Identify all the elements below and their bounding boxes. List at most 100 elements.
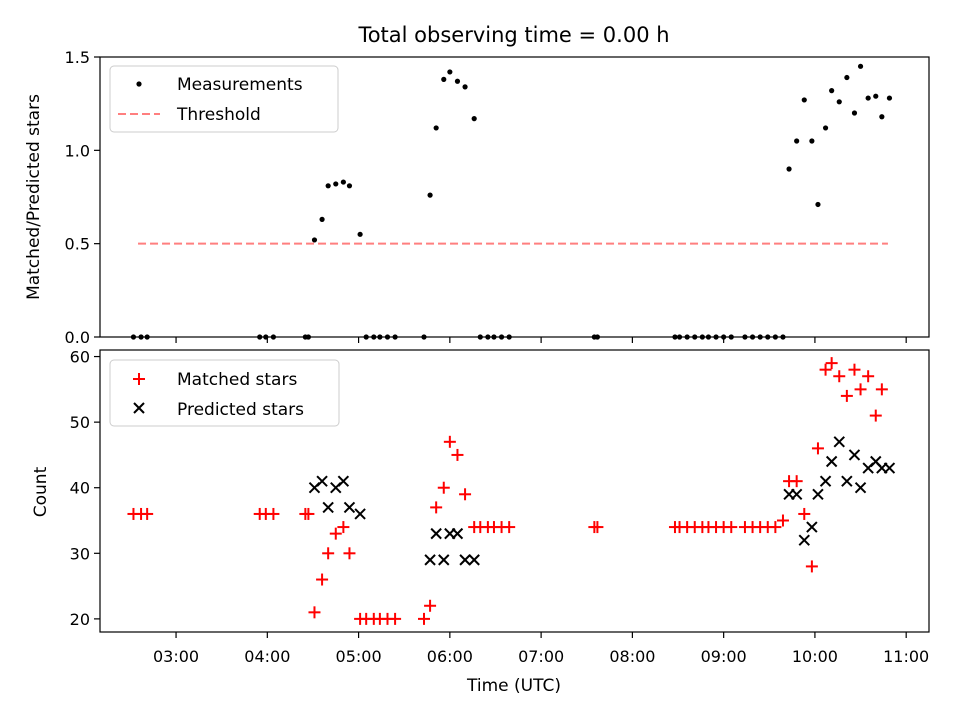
top-legend-box (109, 65, 339, 133)
measurement-point-56 (829, 88, 835, 94)
predicted-star-point-28 (883, 462, 896, 474)
legend-predicted-marker (133, 402, 145, 414)
matched-star-point-8 (308, 606, 321, 619)
x-tick-label-2: 05:00 (336, 647, 382, 666)
top-chart-title: Total observing time = 0.00 h (357, 23, 669, 47)
matched-star-point-23 (437, 481, 450, 494)
matched-star-point-60 (854, 383, 867, 396)
predicted-star-point-2 (322, 501, 334, 514)
x-tick-label-6: 09:00 (701, 647, 747, 666)
measurement-point-60 (857, 63, 864, 69)
matched-star-point-59 (848, 363, 861, 376)
matched-star-point-20 (417, 612, 430, 625)
matched-star-point-55 (819, 363, 832, 376)
matched-star-point-25 (451, 448, 464, 461)
x-tick-label-8: 11:00 (883, 647, 929, 666)
bottom-y-tick-label-0: 20 (70, 610, 90, 629)
matched-star-point-63 (875, 383, 888, 396)
predicted-star-point-22 (841, 475, 853, 487)
top-panel: 0.0 0.5 1.0 1.5 Matched/Predicted stars Mea… (24, 48, 930, 347)
matched-star-point-51 (790, 475, 803, 488)
measurement-point-14 (357, 231, 363, 237)
predicted-star-point-24 (854, 482, 867, 494)
matched-star-point-57 (833, 370, 846, 383)
top-y-tick-label-3: 1.5 (65, 48, 90, 67)
measurement-point-10 (325, 183, 331, 189)
matched-star-point-52 (798, 507, 811, 520)
matched-star-point-22 (430, 501, 443, 514)
bottom-panel: 20 30 40 50 60 03:00 04:00 05:00 06:00 07:00 08:0… (31, 348, 930, 696)
legend-matched-label: Matched stars (177, 370, 297, 390)
predicted-star-point-4 (337, 475, 350, 487)
measurement-point-25 (454, 78, 461, 84)
legend-threshold-label: Threshold (176, 105, 261, 125)
bottom-y-tick-label-2: 40 (70, 479, 90, 498)
top-legend: Measurements Threshold (109, 65, 339, 133)
bottom-legend: Matched stars Predicted stars (109, 359, 340, 427)
predicted-star-point-18 (812, 488, 824, 500)
top-y-axis-label: Matched/Predicted stars (24, 94, 44, 300)
measurement-point-9 (319, 216, 325, 222)
measurement-point-59 (851, 110, 858, 116)
x-tick-label-4: 07:00 (518, 647, 564, 666)
bottom-y-tick-label-1: 30 (70, 544, 90, 563)
measurement-point-63 (879, 114, 885, 120)
matched-star-point-49 (776, 514, 789, 527)
measurement-point-57 (836, 99, 842, 105)
bottom-y-axis-label: Count (31, 466, 51, 517)
bottom-y-ticks: 20 30 40 50 60 (70, 348, 100, 629)
predicted-star-point-5 (343, 501, 356, 514)
top-y-tick-label-2: 1.0 (65, 141, 90, 160)
measurement-point-55 (822, 125, 829, 131)
legend-measurements-label: Measurements (177, 75, 303, 95)
matched-star-point-2 (141, 507, 154, 520)
predicted-star-point-8 (430, 527, 442, 540)
measurement-point-51 (794, 138, 800, 144)
matched-star-point-11 (329, 527, 342, 540)
predicted-star-point-9 (438, 554, 450, 566)
matched-star-point-56 (825, 357, 838, 370)
matched-star-point-5 (267, 507, 280, 520)
measurement-point-64 (886, 95, 893, 101)
x-axis-label: Time (UTC) (466, 676, 561, 696)
predicted-star-point-12 (459, 554, 471, 566)
matched-star-point-26 (459, 488, 472, 501)
matched-star-point-24 (443, 435, 456, 448)
matched-star-point-54 (811, 442, 824, 455)
predicted-star-point-20 (825, 455, 838, 468)
matched-star-point-62 (869, 409, 882, 422)
matched-star-point-53 (805, 560, 818, 573)
measurement-point-21 (427, 192, 433, 198)
bottom-x-ticks: 03:00 04:00 05:00 06:00 07:00 08:00 09:00 10:00… (153, 632, 929, 666)
matched-star-point-32 (503, 521, 516, 534)
legend-predicted-label: Predicted stars (177, 400, 304, 420)
top-y-ticks: 0.0 0.5 1.0 1.5 (65, 48, 100, 347)
x-tick-label-3: 06:00 (427, 647, 473, 666)
measurement-point-50 (786, 166, 792, 172)
measurement-point-13 (346, 183, 353, 189)
measurement-point-22 (433, 125, 439, 131)
measurement-point-54 (815, 201, 821, 208)
matched-star-point-21 (424, 599, 437, 612)
x-tick-label-1: 04:00 (244, 647, 290, 666)
matched-star-point-43 (725, 521, 738, 534)
predicted-star-point-15 (790, 488, 803, 500)
bottom-marks (127, 357, 896, 625)
measurement-point-24 (447, 69, 453, 75)
top-x-ticks (175, 337, 907, 343)
predicted-star-point-7 (424, 554, 436, 566)
predicted-star-point-21 (833, 436, 845, 448)
predicted-star-point-6 (354, 508, 366, 520)
matched-star-point-10 (322, 547, 335, 560)
matched-star-point-13 (343, 547, 356, 560)
x-tick-label-7: 10:00 (792, 647, 838, 666)
matched-star-point-48 (769, 521, 782, 534)
top-y-tick-label-1: 0.5 (65, 235, 90, 254)
measurement-point-53 (809, 138, 815, 144)
measurement-point-62 (873, 93, 879, 99)
top-y-tick-label-0: 0.0 (65, 328, 90, 347)
measurement-point-23 (441, 76, 447, 82)
bottom-y-tick-label-3: 50 (70, 413, 90, 432)
measurement-point-12 (340, 179, 346, 185)
